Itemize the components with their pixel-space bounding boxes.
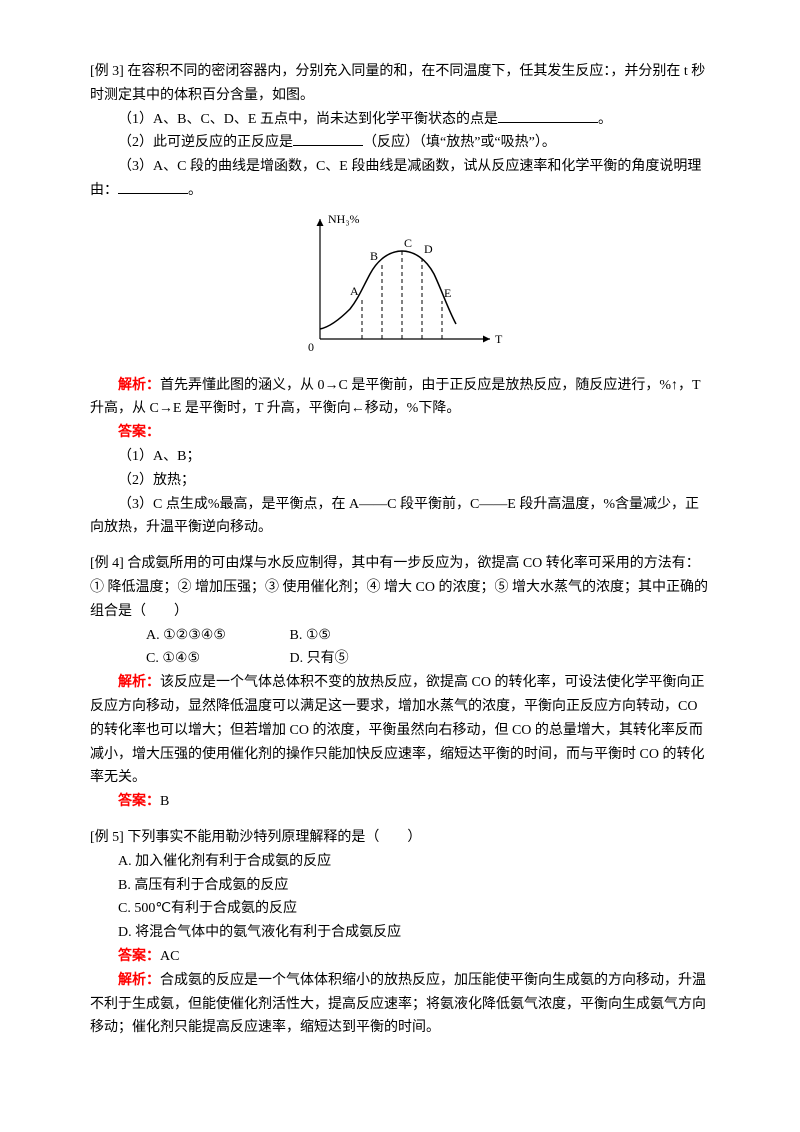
e3-q3: （3）A、C 段的曲线是增函数，C、E 段曲线是减函数，试从反应速率和化学平衡的… [90, 155, 710, 203]
e3-q2b: （反应）（填“放热”或“吸热”）。 [363, 135, 556, 150]
e4-analysis: 解析：该反应是一个气体总体积不变的放热反应，欲提高 CO 的转化率，可设法使化学… [90, 671, 710, 790]
jiexi-label: 解析： [118, 378, 160, 393]
e5-opt-c: C. 500℃有利于合成氨的反应 [90, 897, 710, 921]
e5-answer: 答案：AC [90, 945, 710, 969]
svg-text:E: E [444, 286, 451, 300]
e5-opt-b: B. 高压有利于合成氨的反应 [90, 874, 710, 898]
e3-q3-tail: 。 [188, 183, 202, 198]
nh3-chart: NH₃% T 0 A B CD E [290, 209, 510, 359]
e5-daan: AC [160, 949, 179, 964]
e3-q2a: （2）此可逆反应的正反应是 [118, 135, 293, 150]
e4-options-row1: A. ①②③④⑤ B. ①⑤ [90, 624, 710, 648]
blank-line [118, 179, 188, 194]
e4-opt-d: D. 只有⑤ [262, 647, 349, 671]
jiexi-label: 解析： [118, 675, 160, 690]
e3-a3: （3）C 点生成%最高，是平衡点，在 A——C 段平衡前，C——E 段升高温度，… [90, 493, 710, 541]
e3-analysis: 解析：首先弄懂此图的涵义，从 0→C 是平衡前，由于正反应是放热反应，随反应进行… [90, 374, 710, 422]
jiexi-label: 解析： [118, 973, 160, 988]
blank-line [293, 131, 363, 146]
example-4-title: [例 4] 合成氨所用的可由煤与水反应制得，其中有一步反应为，欲提高 CO 转化… [90, 552, 710, 623]
blank-line [498, 108, 598, 123]
daan-label: 答案： [118, 794, 160, 809]
e5-opt-d: D. 将混合气体中的氨气液化有利于合成氨反应 [90, 921, 710, 945]
e4-options-row2: C. ①④⑤ D. 只有⑤ [90, 647, 710, 671]
e3-a2: （2）放热； [90, 469, 710, 493]
e5-opt-a: A. 加入催化剂有利于合成氨的反应 [90, 850, 710, 874]
e3-q1-text: （1）A、B、C、D、E 五点中，尚未达到化学平衡状态的点是 [118, 112, 498, 127]
e4-opt-b: B. ①⑤ [262, 624, 331, 648]
e3-jiexi-text: 首先弄懂此图的涵义，从 0→C 是平衡前，由于正反应是放热反应，随反应进行，%↑… [90, 378, 700, 417]
svg-text:A: A [350, 284, 359, 298]
e4-opt-a: A. ①②③④⑤ [118, 624, 258, 648]
svg-text:NH₃%: NH₃% [328, 212, 360, 226]
svg-text:D: D [424, 242, 433, 256]
daan-label: 答案： [118, 425, 160, 440]
e4-daan: B [160, 794, 169, 809]
e4-opt-c: C. ①④⑤ [118, 647, 258, 671]
example-5-title: [例 5] 下列事实不能用勒沙特列原理解释的是（ ） [90, 826, 710, 850]
e3-q1-tail: 。 [598, 112, 612, 127]
svg-text:C: C [404, 236, 412, 250]
e3-q1: （1）A、B、C、D、E 五点中，尚未达到化学平衡状态的点是 。 [90, 108, 710, 132]
e5-analysis: 解析：合成氨的反应是一个气体体积缩小的放热反应，加压能使平衡向生成氨的方向移动，… [90, 969, 710, 1040]
svg-text:B: B [370, 249, 378, 263]
e3-answer-label: 答案： [90, 421, 710, 445]
daan-label: 答案： [118, 949, 160, 964]
chart-container: NH₃% T 0 A B CD E [90, 209, 710, 368]
e5-jiexi-text: 合成氨的反应是一个气体体积缩小的放热反应，加压能使平衡向生成氨的方向移动，升温不… [90, 973, 706, 1036]
e4-jiexi-text: 该反应是一个气体总体积不变的放热反应，欲提高 CO 的转化率，可设法使化学平衡向… [90, 675, 704, 785]
svg-text:0: 0 [308, 340, 314, 354]
e3-q2: （2）此可逆反应的正反应是 （反应）（填“放热”或“吸热”）。 [90, 131, 710, 155]
e3-a3-text: （3）C 点生成%最高，是平衡点，在 A——C 段平衡前，C——E 段升高温度，… [90, 497, 699, 536]
example-3-title: [例 3] 在容积不同的密闭容器内，分别充入同量的和，在不同温度下，任其发生反应… [90, 60, 710, 108]
e4-answer: 答案：B [90, 790, 710, 814]
e3-a1: （1）A、B； [90, 445, 710, 469]
svg-text:T: T [495, 332, 503, 346]
